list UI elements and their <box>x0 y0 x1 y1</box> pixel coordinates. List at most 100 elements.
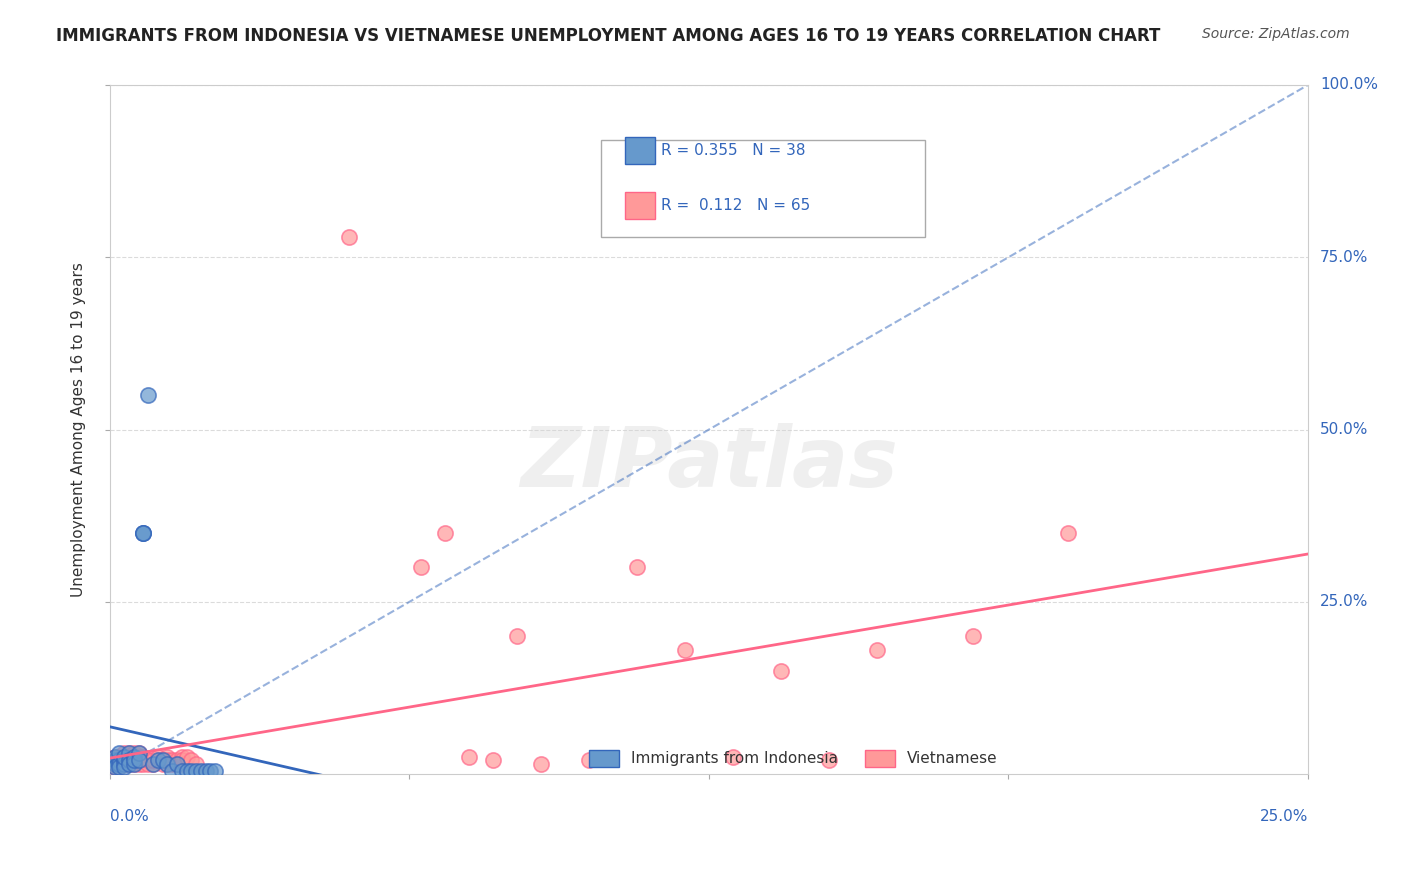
Point <box>132 753 155 767</box>
Point <box>104 756 127 771</box>
Point <box>122 756 145 771</box>
Point <box>108 750 131 764</box>
Point <box>578 753 600 767</box>
Point <box>1057 525 1080 540</box>
Point <box>132 525 155 540</box>
Point <box>118 747 141 761</box>
Point <box>112 750 135 764</box>
Point <box>156 756 179 771</box>
Point <box>128 747 150 761</box>
Text: R = 0.355   N = 38: R = 0.355 N = 38 <box>661 143 806 158</box>
Point <box>128 756 150 771</box>
Point <box>194 764 217 778</box>
Point <box>108 756 131 771</box>
Point <box>160 753 183 767</box>
Point <box>156 750 179 764</box>
Point <box>104 753 127 767</box>
Point <box>176 750 198 764</box>
FancyBboxPatch shape <box>865 750 894 767</box>
Point <box>132 525 155 540</box>
Point <box>128 747 150 761</box>
Y-axis label: Unemployment Among Ages 16 to 19 years: Unemployment Among Ages 16 to 19 years <box>72 262 86 597</box>
Point <box>142 756 165 771</box>
Point <box>152 753 174 767</box>
Point <box>156 756 179 771</box>
FancyBboxPatch shape <box>589 750 619 767</box>
Text: 75.0%: 75.0% <box>1320 250 1368 265</box>
Point <box>190 764 212 778</box>
Point <box>136 756 159 771</box>
Point <box>434 525 457 540</box>
Point <box>166 753 188 767</box>
Point <box>184 756 207 771</box>
Point <box>104 750 127 764</box>
Point <box>104 756 127 771</box>
Point <box>108 753 131 767</box>
Point <box>160 764 183 778</box>
Text: 25.0%: 25.0% <box>1260 808 1308 823</box>
Point <box>118 747 141 761</box>
Point <box>458 750 481 764</box>
Point <box>142 753 165 767</box>
Text: Vietnamese: Vietnamese <box>907 751 997 766</box>
Point <box>411 560 433 574</box>
Point <box>482 753 505 767</box>
Point <box>132 525 155 540</box>
Point <box>112 753 135 767</box>
Point <box>176 764 198 778</box>
Point <box>118 750 141 764</box>
Point <box>180 764 202 778</box>
Point <box>122 753 145 767</box>
Point <box>146 753 169 767</box>
Point <box>128 753 150 767</box>
Point <box>160 756 183 771</box>
Text: 0.0%: 0.0% <box>110 808 149 823</box>
FancyBboxPatch shape <box>626 136 655 164</box>
Point <box>170 764 193 778</box>
Point <box>118 756 141 771</box>
Point <box>721 750 744 764</box>
Point <box>146 750 169 764</box>
Point <box>108 747 131 761</box>
Point <box>108 753 131 767</box>
Point <box>104 750 127 764</box>
Point <box>166 756 188 771</box>
Point <box>146 753 169 767</box>
Point <box>108 760 131 774</box>
Point <box>506 629 529 643</box>
Point <box>104 753 127 767</box>
Point <box>136 388 159 402</box>
Point <box>817 753 839 767</box>
Point <box>118 756 141 771</box>
Point <box>122 753 145 767</box>
Point <box>136 753 159 767</box>
Point <box>142 756 165 771</box>
Point <box>104 760 127 774</box>
Point <box>673 643 696 657</box>
Point <box>136 753 159 767</box>
Point <box>122 756 145 771</box>
Text: Immigrants from Indonesia: Immigrants from Indonesia <box>631 751 838 766</box>
Point <box>170 753 193 767</box>
Point <box>104 760 127 774</box>
Point <box>122 750 145 764</box>
Point <box>112 756 135 771</box>
Point <box>170 756 193 771</box>
Point <box>156 753 179 767</box>
Text: IMMIGRANTS FROM INDONESIA VS VIETNAMESE UNEMPLOYMENT AMONG AGES 16 TO 19 YEARS C: IMMIGRANTS FROM INDONESIA VS VIETNAMESE … <box>56 27 1160 45</box>
Point <box>184 764 207 778</box>
Point <box>866 643 889 657</box>
Point <box>128 750 150 764</box>
Point <box>122 750 145 764</box>
Point <box>128 753 150 767</box>
Text: Source: ZipAtlas.com: Source: ZipAtlas.com <box>1202 27 1350 41</box>
Point <box>112 753 135 767</box>
Point <box>204 764 226 778</box>
Point <box>108 760 131 774</box>
Point <box>152 753 174 767</box>
Point <box>180 753 202 767</box>
Point <box>118 753 141 767</box>
Point <box>339 229 361 244</box>
Point <box>170 750 193 764</box>
Point <box>530 756 553 771</box>
